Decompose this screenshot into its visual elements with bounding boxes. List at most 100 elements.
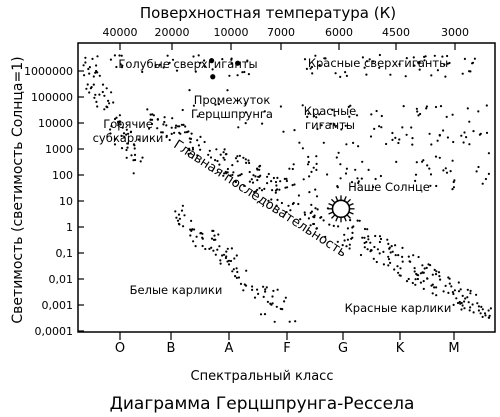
star-point: [314, 207, 317, 210]
star-point: [485, 104, 488, 107]
star-point: [165, 134, 168, 137]
star-point: [120, 54, 123, 57]
star-point: [226, 167, 229, 171]
star-point: [161, 131, 164, 134]
star-point: [199, 232, 202, 235]
star-point: [444, 75, 447, 78]
star-point: [183, 131, 187, 134]
star-point: [380, 114, 383, 118]
star-point: [139, 160, 142, 163]
star-point: [475, 170, 478, 173]
star-point: [305, 67, 308, 70]
star-point: [306, 163, 310, 166]
star-point: [450, 285, 453, 288]
star-point: [309, 67, 312, 70]
star-point: [483, 312, 487, 315]
star-point: [374, 177, 377, 181]
star-point: [477, 309, 480, 312]
star-point: [329, 122, 332, 125]
star-point: [212, 229, 215, 232]
top-axis-title: Поверхностная температура (К): [140, 4, 396, 22]
star-point: [385, 142, 388, 146]
star-point: [452, 180, 455, 184]
star-point: [361, 236, 364, 239]
star-point: [429, 264, 432, 267]
star-point: [234, 157, 238, 160]
star-point: [207, 153, 210, 156]
star-point: [235, 267, 238, 270]
star-point: [119, 123, 122, 126]
top-tick-label: 4500: [382, 26, 410, 39]
star-point: [117, 124, 120, 127]
star-point: [344, 124, 347, 127]
label-red-supergiants: Красные сверхгиганты: [308, 56, 448, 70]
star-point: [141, 70, 144, 73]
star-point: [391, 131, 394, 135]
top-tick-label: 7000: [267, 26, 295, 39]
star-point: [208, 247, 211, 250]
star-point: [98, 93, 101, 96]
star-point: [182, 123, 185, 126]
star-point: [291, 167, 294, 171]
star-point: [121, 64, 124, 67]
star-point: [414, 179, 417, 182]
star-point: [118, 54, 121, 57]
star-point: [158, 63, 162, 66]
star-point: [416, 277, 419, 281]
star-point: [108, 102, 111, 105]
star-point: [191, 148, 195, 151]
star-point: [451, 188, 454, 191]
star-point: [214, 103, 217, 106]
star-point: [188, 89, 191, 92]
x-tick-label: B: [167, 341, 176, 356]
star-point: [243, 184, 246, 187]
star-point: [375, 109, 378, 113]
star-point: [358, 219, 361, 222]
star-point: [245, 269, 248, 272]
star-point: [252, 174, 255, 177]
star-point: [477, 110, 480, 113]
star-point: [416, 110, 419, 113]
star-point: [463, 57, 466, 61]
star-point: [477, 305, 480, 308]
star-point: [417, 255, 420, 259]
star-point: [463, 131, 466, 134]
star-point: [160, 131, 163, 134]
star-point: [195, 235, 198, 238]
star-point: [430, 143, 433, 146]
star-point: [320, 124, 323, 127]
x-tick-label: M: [448, 341, 459, 356]
star-point: [88, 91, 91, 94]
star-point: [369, 250, 372, 253]
star-point: [91, 57, 94, 61]
y-tick-label: 100000: [31, 91, 73, 104]
star-point: [132, 159, 135, 162]
star-point: [396, 265, 399, 268]
star-point: [356, 177, 359, 180]
star-point: [163, 116, 166, 119]
star-point: [435, 184, 438, 188]
star-point: [270, 303, 273, 306]
star-point: [235, 276, 238, 279]
star-point: [251, 181, 255, 184]
star-point: [226, 247, 229, 250]
star-point: [414, 278, 417, 281]
star-point: [308, 191, 311, 194]
star-point: [393, 268, 396, 271]
star-point: [315, 195, 319, 198]
star-point: [276, 176, 279, 179]
star-point: [254, 175, 257, 178]
star-point: [307, 160, 310, 164]
star-point: [260, 189, 264, 192]
star-point: [442, 290, 445, 293]
star-point: [348, 115, 351, 118]
star-point: [361, 56, 364, 59]
star-point: [222, 253, 226, 256]
star-point: [103, 94, 106, 97]
star-point: [442, 129, 445, 132]
star-point: [479, 312, 482, 315]
star-point: [115, 65, 118, 69]
star-point: [447, 291, 450, 294]
